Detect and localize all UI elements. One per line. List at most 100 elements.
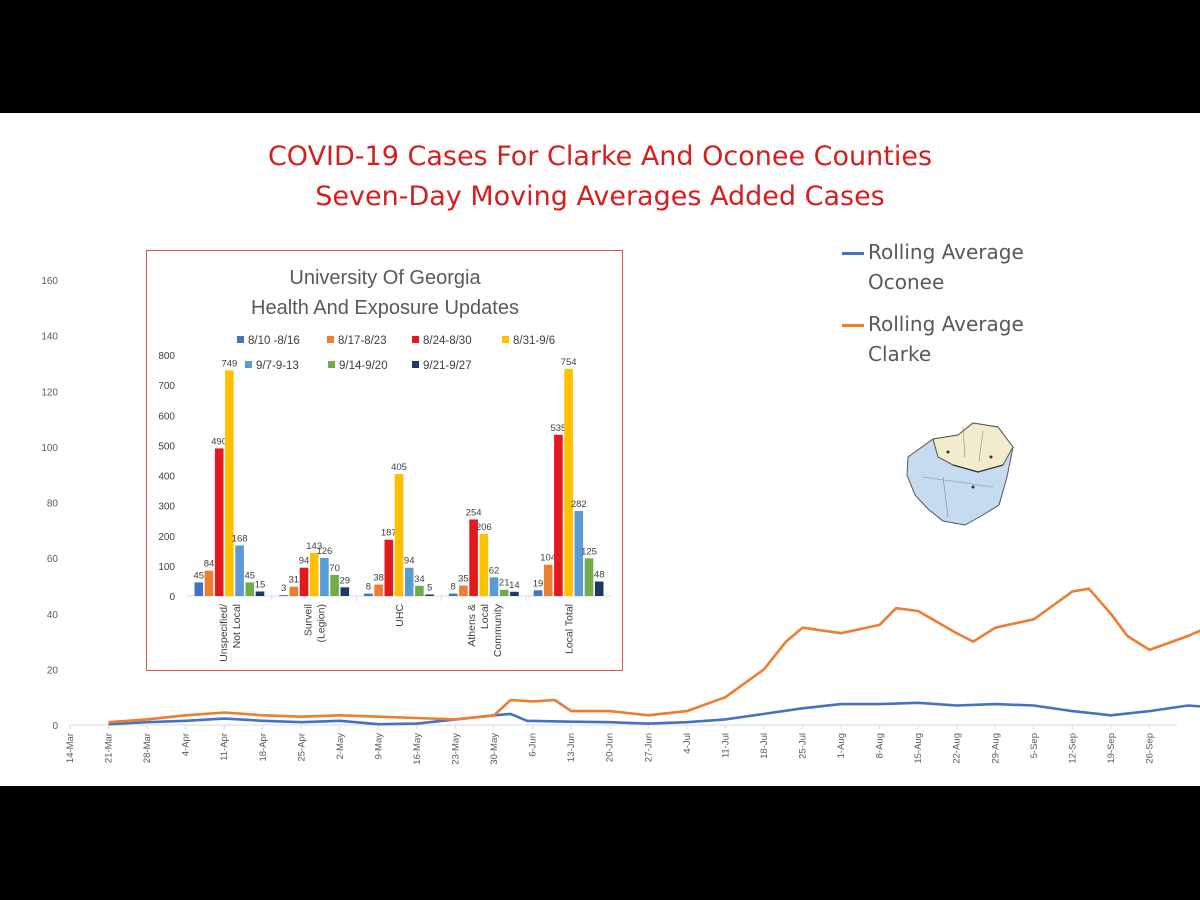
inset-category-label-0-0: Unspecified/ [218,604,230,662]
inset-legend-label-5: 9/14-9/20 [339,360,388,372]
inset-bar-2-6 [425,594,434,596]
inset-data-label-1-5: 70 [329,563,340,574]
x-tick-label-17: 11-Jul [720,733,731,758]
x-tick-label-21: 8-Aug [875,733,886,758]
inset-legend-swatch-3 [502,336,509,343]
inset-data-label-3-1: 35 [458,574,469,585]
inset-data-label-3-4: 62 [489,565,500,576]
inset-y-tick-label-0: 0 [169,592,175,603]
inset-legend-label-6: 9/21-9/27 [423,360,472,372]
inset-bar-2-1 [374,584,383,596]
inset-data-label-3-0: 8 [451,582,456,593]
inset-bar-0-0 [194,582,204,596]
inset-data-label-0-2: 490 [211,436,227,447]
inset-category-label-0-1: Not Local [231,604,243,648]
inset-bar-4-4 [574,511,584,596]
y-tick-label-2: 40 [47,610,59,621]
inset-bar-1-6 [340,587,350,596]
inset-bar-4-2 [554,434,563,596]
inset-bar-0-6 [255,591,265,596]
inset-bar-2-2 [384,539,394,596]
inset-bar-2-3 [394,474,404,596]
y-tick-label-4: 80 [47,499,59,510]
inset-y-tick-label-2: 200 [158,532,175,543]
title-line-2: Seven-Day Moving Averages Added Cases [315,181,885,212]
x-tick-label-1: 21-Mar [104,733,115,763]
inset-data-label-2-6: 5 [427,583,432,594]
x-tick-label-25: 5-Sep [1029,733,1040,758]
inset-data-label-4-0: 19 [533,578,544,589]
inset-legend-label-1: 8/17-8/23 [338,335,387,347]
inset-legend-swatch-2 [412,336,419,343]
x-tick-label-3: 4-Apr [181,733,192,756]
inset-bar-0-3 [225,370,234,596]
legend-label-oconee-2: Oconee [868,270,945,294]
y-tick-label-7: 140 [41,332,58,343]
inset-legend-label-4: 9/7-9-13 [256,360,299,372]
inset-data-label-0-3: 749 [221,358,237,369]
x-tick-label-4: 11-Apr [219,733,230,761]
inset-bar-4-1 [543,564,553,596]
inset-data-label-4-4: 282 [571,499,587,510]
inset-data-label-2-1: 38 [373,573,384,584]
inset-legend-swatch-5 [328,361,335,368]
inset-category-label-3-2: Community [492,603,504,657]
legend-swatch-oconee [842,252,864,255]
x-tick-label-23: 22-Aug [952,733,963,764]
inset-data-label-0-5: 45 [245,570,256,581]
x-tick-label-26: 12-Sep [1067,733,1078,764]
x-tick-label-28: 26-Sep [1144,733,1155,764]
inset-y-tick-label-5: 500 [158,441,175,452]
inset-bar-0-5 [245,582,255,596]
inset-data-label-1-2: 94 [299,556,310,567]
inset-title-line-1: University Of Georgia [289,267,481,289]
inset-bar-1-2 [299,567,309,596]
inset-data-label-4-3: 754 [561,357,577,368]
inset-bar-4-0 [533,590,543,596]
x-tick-label-27: 19-Sep [1106,733,1117,764]
x-tick-label-20: 1-Aug [836,733,847,758]
inset-legend-swatch-1 [327,336,334,343]
inset-data-label-0-0: 45 [194,570,205,581]
legend-swatch-clarke [842,324,864,327]
inset-data-label-4-2: 535 [550,423,566,434]
inset-y-tick-label-7: 700 [158,381,175,392]
series-line-clarke [108,587,1200,724]
inset-legend-label-2: 8/24-8/30 [423,335,472,347]
inset-bar-2-4 [404,567,414,596]
inset-data-label-1-4: 126 [316,546,332,557]
inset-data-label-1-6: 29 [340,575,351,586]
legend-label-oconee-1: Rolling Average [868,240,1024,264]
inset-data-label-1-3: 143 [306,541,322,552]
inset-bar-4-3 [564,368,573,596]
inset-bar-4-5 [584,558,594,596]
slide: COVID-19 Cases For Clarke And Oconee Cou… [0,113,1200,786]
x-tick-label-10: 23-May [451,733,462,765]
inset-data-label-1-0: 3 [281,583,286,594]
inset-data-label-2-3: 405 [391,462,407,473]
inset-data-label-4-6: 48 [594,570,605,581]
inset-data-label-3-6: 14 [509,580,520,591]
inset-bar-1-5 [330,574,339,596]
uga-bar-chart: University Of Georgia Health And Exposure… [158,267,611,662]
x-tick-label-11: 30-May [489,733,500,765]
inset-bar-2-0 [364,593,373,596]
inset-y-tick-label-6: 600 [158,411,175,422]
legend-label-clarke-1: Rolling Average [868,312,1024,336]
x-tick-label-2: 28-Mar [142,733,153,763]
inset-data-label-2-4: 94 [404,556,415,567]
inset-data-label-0-4: 168 [232,533,248,544]
inset-legend-label-3: 8/31-9/6 [513,335,555,347]
y-tick-label-8: 160 [41,276,58,287]
inset-y-tick-label-1: 100 [158,562,175,573]
y-tick-label-1: 20 [47,665,59,676]
inset-bar-3-4 [489,577,499,596]
inset-legend-swatch-6 [412,361,419,368]
inset-bar-2-5 [415,585,424,596]
inset-category-label-4-0: Local Total [564,604,576,654]
y-tick-label-5: 100 [41,443,58,454]
inset-bar-0-4 [235,545,244,596]
x-tick-label-19: 25-Jul [797,733,808,759]
inset-legend-swatch-4 [245,361,252,368]
inset-bar-4-6 [594,581,604,596]
